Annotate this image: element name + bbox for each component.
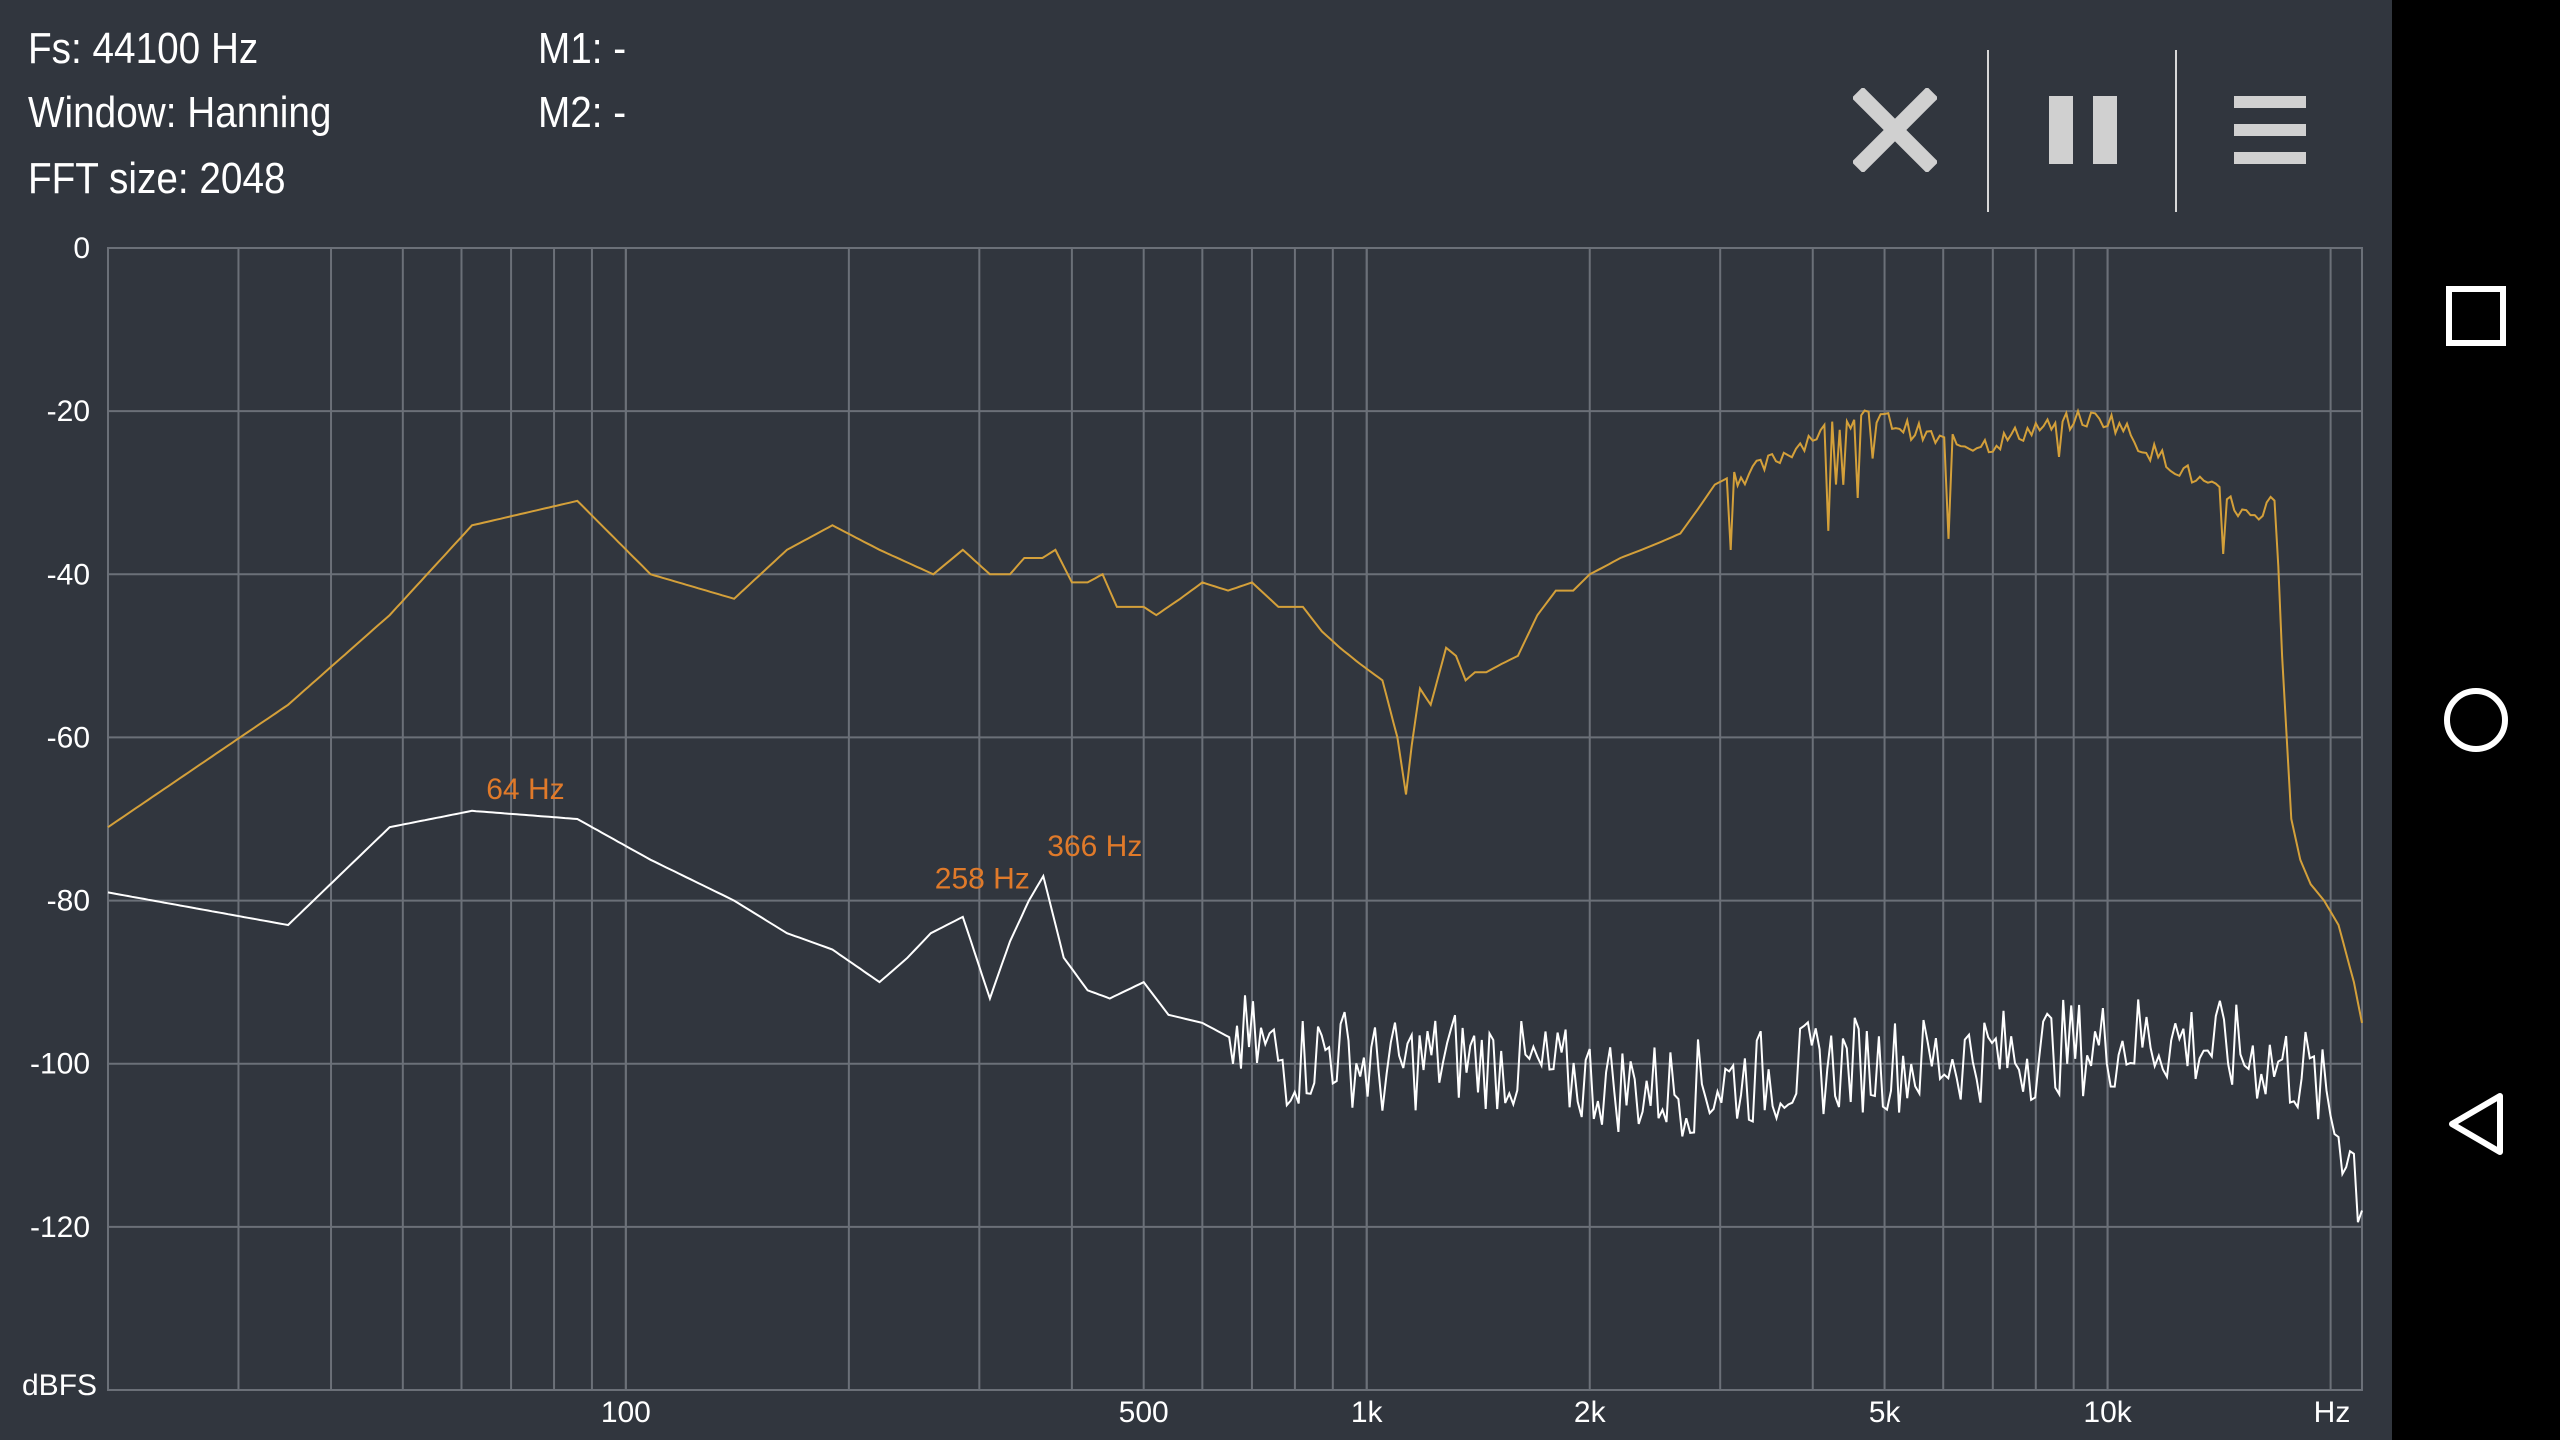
y-tick-label: -120 xyxy=(30,1211,90,1244)
spectrum-analyzer-app: Fs: 44100 Hz Window: Hanning FFT size: 2… xyxy=(0,0,2392,1440)
home-circle-icon xyxy=(2444,688,2508,752)
y-tick-label: -60 xyxy=(47,721,90,754)
y-tick-label: -80 xyxy=(47,885,90,918)
recents-button[interactable] xyxy=(2434,274,2518,358)
fft-size-label: FFT size: 2048 xyxy=(28,154,286,203)
toolbar-divider xyxy=(1987,50,1989,212)
plot-frame xyxy=(107,247,2363,1391)
system-navigation-bar xyxy=(2392,0,2560,1440)
close-icon xyxy=(1853,88,1937,172)
marker-1-readout: M1: - xyxy=(538,24,627,73)
x-tick-label: 1k xyxy=(1351,1396,1384,1429)
spectrum-chart[interactable]: 0 -20 -40 -60 -80 -100 -120 100 500 1k 2k 5k 10k 64… xyxy=(0,0,2392,1440)
x-tick-label: 2k xyxy=(1574,1396,1607,1429)
marker-2-readout: M2: - xyxy=(538,88,627,137)
x-axis: 100 500 1k 2k 5k 10k xyxy=(601,1396,2133,1429)
x-tick-label: 100 xyxy=(601,1396,651,1429)
x-axis-label: Hz xyxy=(2314,1396,2351,1429)
y-axis: 0 -20 -40 -60 -80 -100 -120 xyxy=(30,232,90,1244)
recents-square-icon xyxy=(2446,286,2506,346)
chart-markers: 64 Hz 258 Hz 366 Hz xyxy=(486,773,1142,896)
menu-button[interactable] xyxy=(2185,40,2355,220)
live-spectrum-line xyxy=(107,809,2363,1223)
y-tick-label: -100 xyxy=(30,1048,90,1081)
home-button[interactable] xyxy=(2434,678,2518,762)
x-tick-label: 10k xyxy=(2083,1396,2132,1429)
peak-marker-label: 64 Hz xyxy=(486,773,564,806)
peak-marker-label: 258 Hz xyxy=(935,863,1030,896)
peak-hold-line xyxy=(107,407,2363,1024)
toolbar-divider xyxy=(2175,50,2177,212)
y-axis-label: dBFS xyxy=(22,1369,97,1402)
y-tick-label: -20 xyxy=(47,395,90,428)
x-tick-label: 500 xyxy=(1119,1396,1169,1429)
sample-rate-label: Fs: 44100 Hz xyxy=(28,24,259,73)
peak-marker-label: 366 Hz xyxy=(1047,830,1142,863)
menu-icon xyxy=(2234,96,2306,164)
y-tick-label: -40 xyxy=(47,558,90,591)
window-type-label: Window: Hanning xyxy=(28,88,332,137)
close-button[interactable] xyxy=(1810,40,1980,220)
y-tick-label: 0 xyxy=(73,232,90,265)
pause-icon xyxy=(2049,96,2117,164)
pause-button[interactable] xyxy=(1998,40,2168,220)
chart-grid xyxy=(107,247,2363,1391)
back-triangle-icon xyxy=(2449,1093,2503,1155)
chart-lines xyxy=(107,407,2363,1223)
x-tick-label: 5k xyxy=(1869,1396,1902,1429)
back-button[interactable] xyxy=(2434,1082,2518,1166)
